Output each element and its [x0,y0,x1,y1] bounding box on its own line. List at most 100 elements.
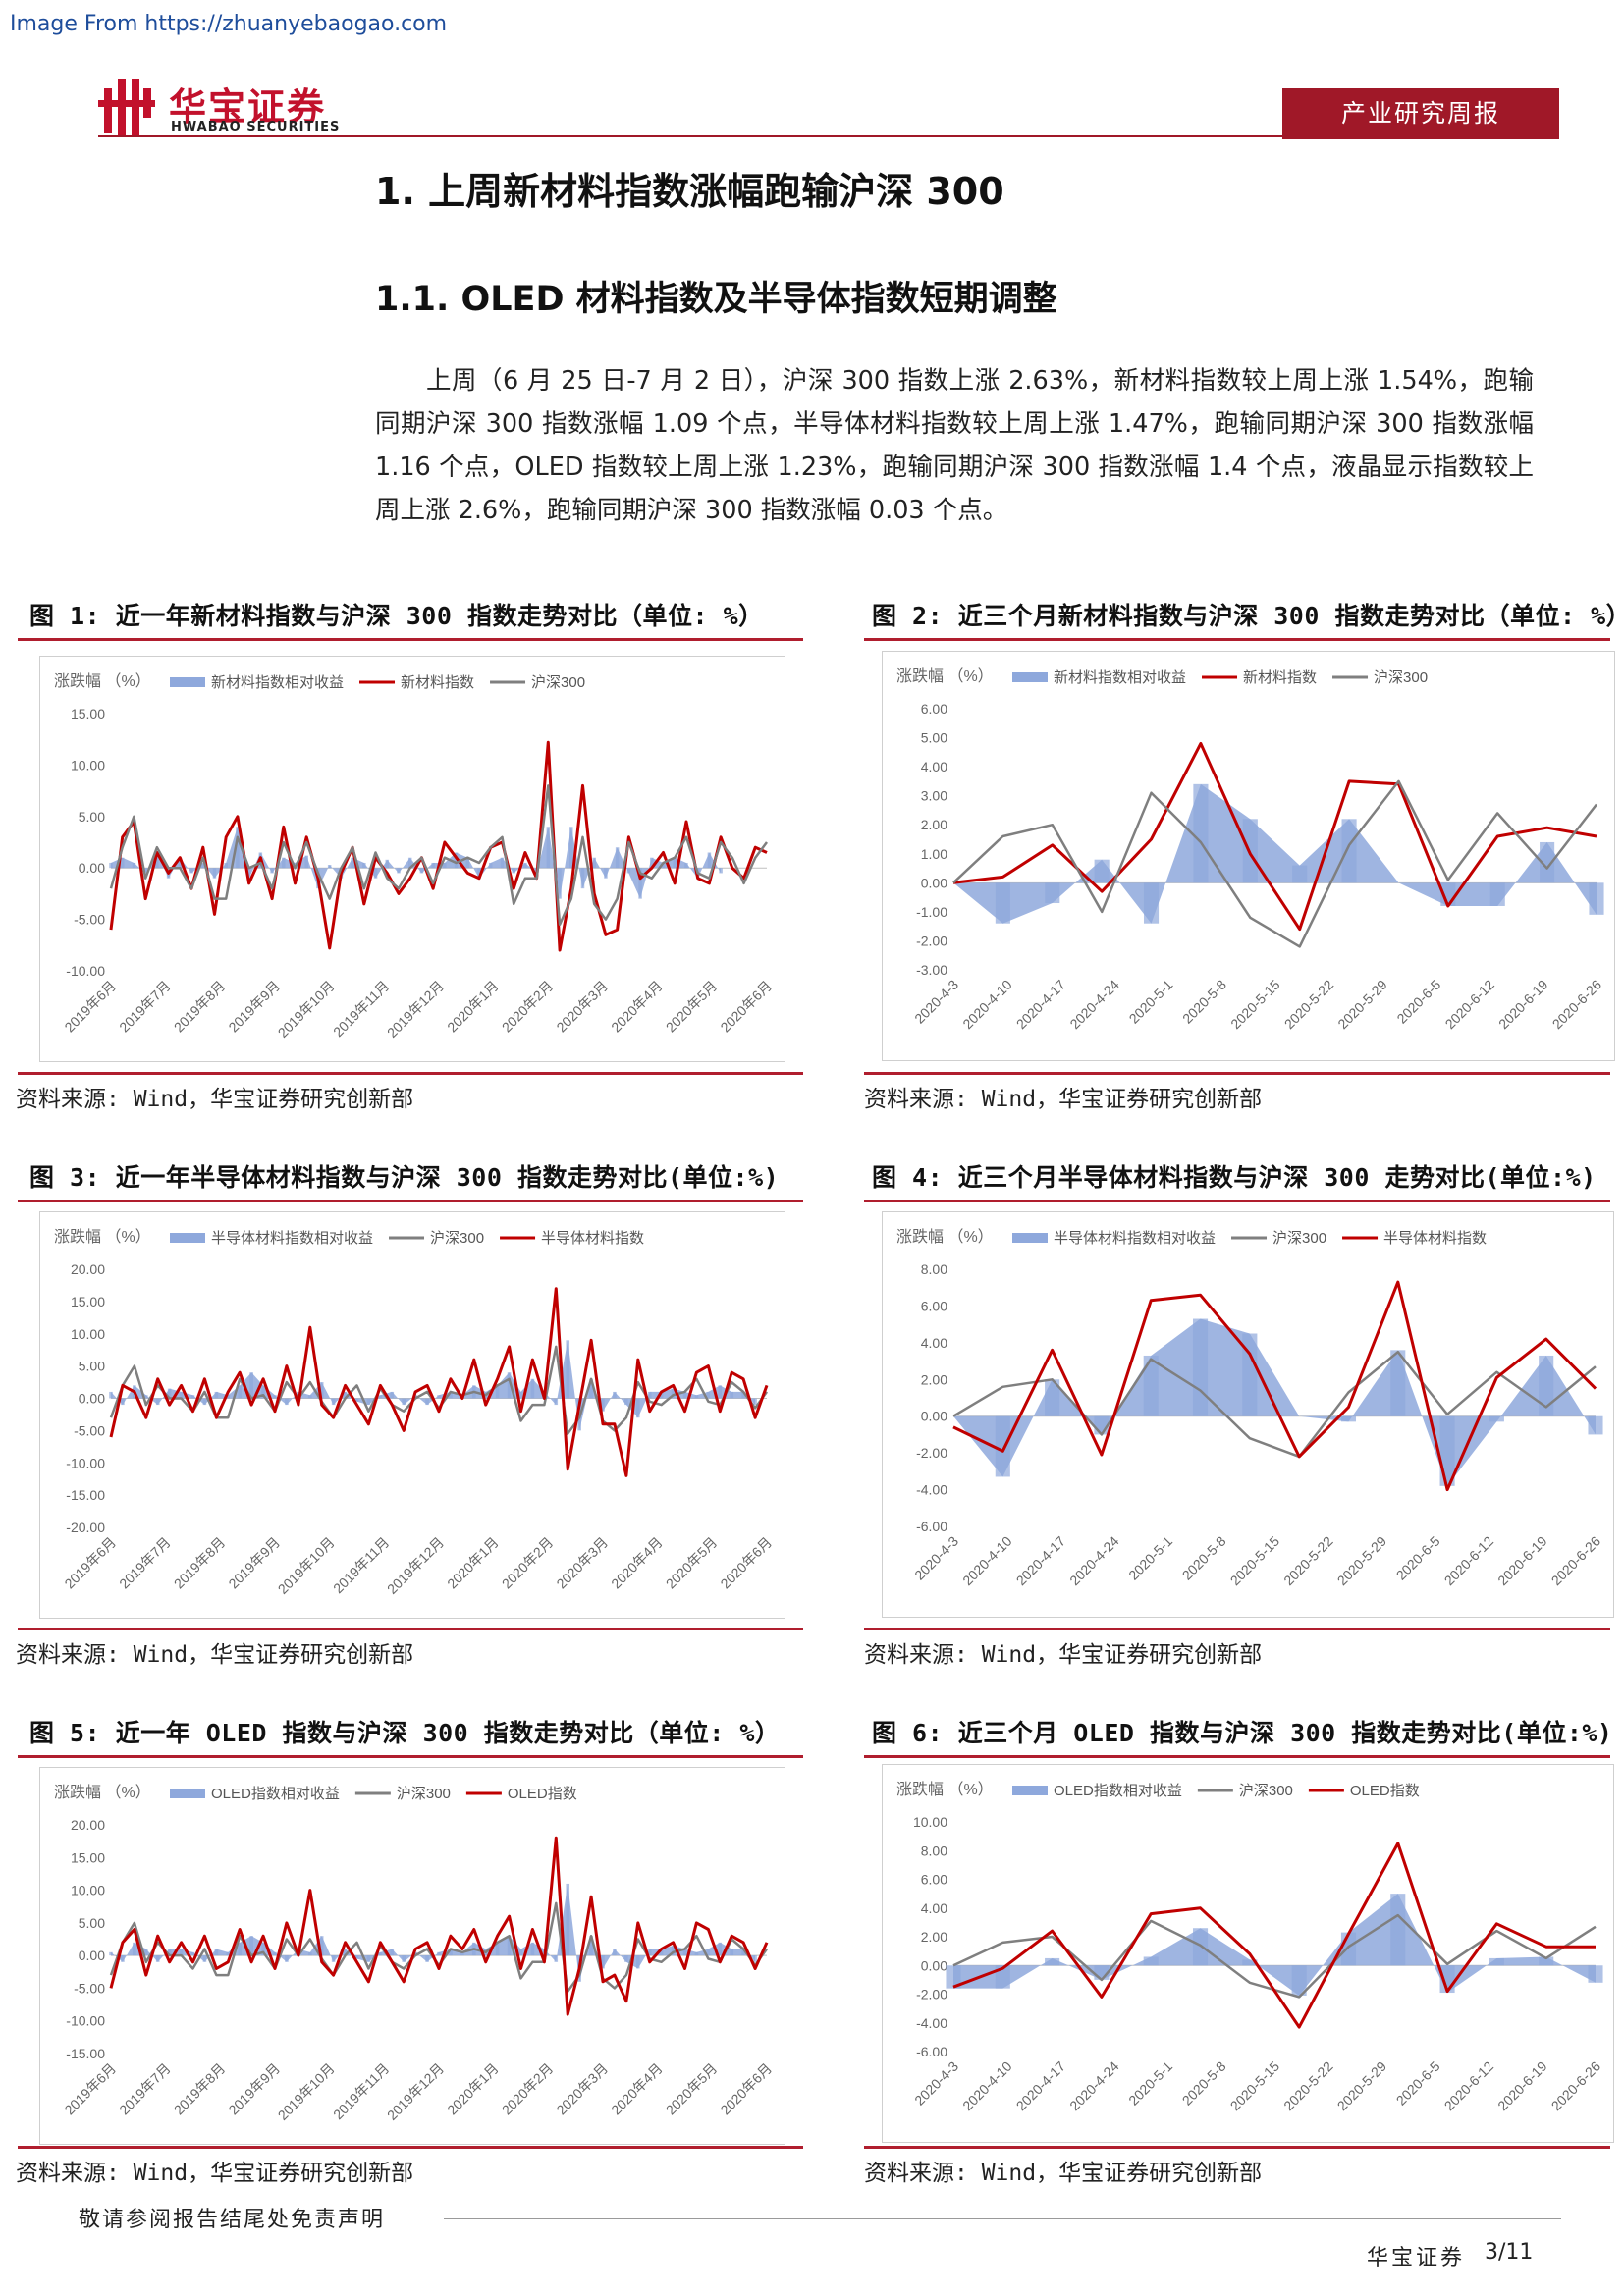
x-tick-label: 2020-5-8 [1179,2058,1229,2109]
relative-return-bar [694,1395,699,1399]
subsection-heading: 1.1. OLED 材料指数及半导体指数短期调整 [375,280,1057,319]
y-tick-label: -2.00 [916,933,947,948]
relative-return-bar [741,1949,745,1956]
series-line [952,1350,1597,1459]
relative-return-bar [1588,1415,1603,1435]
x-tick-label: 2019年11月 [330,2060,392,2122]
figure-3-title: 图 3: 近一年半导体材料指数与沪深 300 指数走势对比(单位:%) [29,1163,780,1192]
relative-return-bar [580,868,585,889]
x-tick-label: 2020-4-17 [1013,1533,1069,1589]
relative-return-bar [512,868,515,874]
x-tick-label: 2019年11月 [330,978,392,1040]
figure-2-bottom-rule [864,1072,1610,1075]
figure-4-title: 图 4: 近三个月半导体材料指数与沪深 300 走势对比(单位:%) [872,1163,1597,1192]
x-tick-label: 2020-6-5 [1393,1533,1443,1583]
x-tick-label: 2020年6月 [717,2060,775,2118]
relative-return-bar [1143,1355,1159,1416]
x-tick-label: 2020-5-29 [1334,1533,1390,1589]
relative-return-bar [465,857,470,869]
relative-return-bar [437,1395,441,1399]
y-tick-label: -5.00 [74,1980,105,1996]
relative-return-bar [741,1391,745,1399]
relative-return-bar [1539,1956,1554,1966]
y-tick-label: 6.00 [921,1872,947,1888]
relative-return-bar [613,1391,617,1399]
relative-return-bar [202,1398,207,1406]
relative-return-bar [706,1949,711,1956]
relative-return-bar [1242,1333,1258,1416]
x-tick-label: 2020-6-26 [1549,977,1605,1033]
x-tick-label: 2020-5-22 [1281,977,1337,1033]
figure-2-title: 图 2: 近三个月新材料指数与沪深 300 指数走势对比（单位: %） [872,602,1624,630]
y-tick-label: -4.00 [916,2015,947,2031]
x-tick-label: 2020-4-3 [911,1533,961,1583]
relative-return-bar [425,1955,429,1962]
y-tick-label: 5.00 [79,809,105,825]
y-tick-label: 10.00 [71,1326,105,1342]
x-tick-label: 2020年6月 [717,1534,775,1592]
relative-return-bar [638,868,642,899]
relative-return-bar [327,865,332,869]
figure-6-title: 图 6: 近三个月 OLED 指数与沪深 300 指数走势对比(单位:%) [872,1719,1613,1747]
relative-return-bar [530,1942,535,1956]
figure-2-chart: 涨跌幅 （%） 6.00 5.00 4.00 3.00 2.00 1.00 0.00 -1.00… [882,651,1615,1061]
y-axis-label: 涨跌幅 （%） [54,672,151,690]
y-tick-label: -6.00 [916,1519,947,1534]
relative-return-bar [155,852,159,869]
relative-return-bar [1340,1415,1357,1422]
relative-return-bar [601,1398,605,1412]
y-tick-label: 4.00 [921,1335,947,1351]
figure-4-source: 资料来源: Wind，华宝证券研究创新部 [864,1642,1263,1668]
relative-return-bar [238,1385,243,1399]
relative-return-bar [554,1955,559,1962]
relative-return-bar [558,868,562,899]
y-tick-label: -1.00 [916,904,947,920]
relative-return-bar [1489,882,1505,906]
relative-return-bar [261,1942,265,1956]
relative-return-bar [155,1955,160,1962]
relative-return-bar [1539,1355,1554,1416]
relative-return-bar [753,1955,757,1962]
x-tick-label: 2019年10月 [275,978,338,1041]
series-line [109,784,769,927]
relative-return-bar [1242,1959,1258,1966]
relative-return-bar [592,857,596,869]
relative-return-bar [304,855,308,869]
relative-return-bar [647,1391,652,1399]
relative-return-bar [477,868,481,879]
figure-1-source: 资料来源: Wind，华宝证券研究创新部 [16,1087,414,1112]
x-tick-label: 2020-5-1 [1126,977,1176,1027]
relative-return-bar [178,857,183,869]
relative-return-bar [659,1949,664,1956]
y-tick-label: 8.00 [921,1261,947,1277]
y-tick-label: -2.00 [916,1445,947,1461]
y-axis-label: 涨跌幅 （%） [54,1784,151,1801]
relative-return-bar [109,862,113,869]
y-tick-label: 6.00 [921,701,947,717]
relative-return-bar [143,1949,148,1956]
x-tick-label: 2020年1月 [444,1534,502,1592]
x-tick-label: 2020年2月 [499,1534,557,1592]
disclaimer-note: 敬请参阅报告结尾处免责声明 [79,2208,386,2232]
y-tick-label: 8.00 [921,1842,947,1858]
x-tick-label: 2020-4-24 [1066,2058,1122,2114]
relative-return-bar [343,1391,348,1399]
y-axis-label: 涨跌幅 （%） [896,667,994,685]
relative-return-bar [200,862,205,869]
figure-6-chart: 涨跌幅 （%） 10.00 8.00 6.00 4.00 2.00 0.00 -2.00 -4.… [882,1764,1614,2143]
relative-return-bar [214,1949,219,1956]
relative-return-bar [362,862,366,869]
relative-return-bar [226,1395,231,1399]
relative-return-bar [132,862,136,869]
relative-return-bar [443,862,447,869]
x-tick-label: 2020年4月 [608,1534,666,1592]
x-tick-label: 2020-5-8 [1179,1533,1229,1583]
relative-return-bar [684,862,688,869]
relative-return-bar [155,1398,160,1406]
y-axis-label: 涨跌幅 （%） [896,1781,994,1798]
legend-swatch-bar [1012,1233,1048,1243]
y-tick-label: -3.00 [916,962,947,978]
relative-return-bar [507,1936,512,1956]
y-tick-label: 10.00 [913,1814,947,1830]
report-type-tag: 产业研究周报 [1282,88,1559,139]
